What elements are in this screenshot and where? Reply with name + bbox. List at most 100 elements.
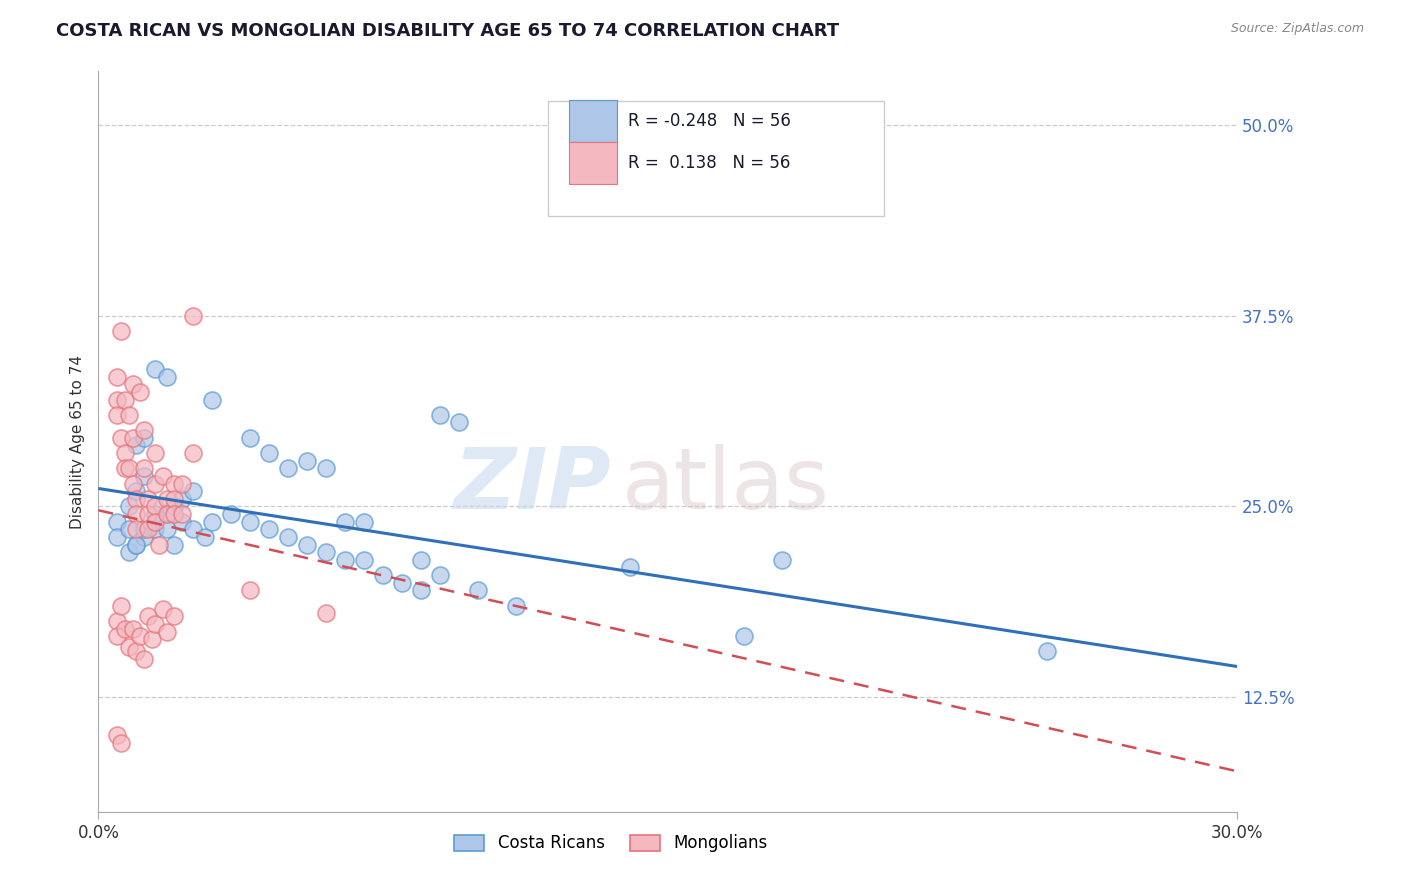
Point [125, 538, 148, 552]
Point [170, 507, 193, 521]
Point [391, 575, 413, 590]
Point [145, 500, 167, 514]
Point [110, 599, 132, 613]
Point [141, 632, 163, 647]
Point [114, 446, 136, 460]
Point [277, 461, 299, 475]
Point [277, 530, 299, 544]
Point [353, 553, 375, 567]
Point [121, 622, 143, 636]
Point [156, 624, 179, 639]
Point [239, 431, 262, 445]
Point [132, 431, 155, 445]
Point [132, 469, 155, 483]
Point [315, 461, 337, 475]
Point [107, 392, 129, 407]
Point [107, 408, 129, 422]
Point [163, 491, 186, 506]
Point [156, 522, 179, 536]
Point [429, 408, 451, 422]
Point [163, 507, 186, 521]
Point [156, 491, 179, 506]
Text: R =  0.138   N = 56: R = 0.138 N = 56 [628, 154, 790, 172]
Point [170, 476, 193, 491]
Point [297, 453, 319, 467]
Point [145, 617, 167, 632]
Point [152, 469, 174, 483]
Point [156, 507, 179, 521]
Point [125, 491, 148, 506]
Point [118, 640, 141, 654]
Point [619, 560, 641, 574]
Point [259, 446, 281, 460]
Point [110, 736, 132, 750]
Point [201, 392, 224, 407]
Point [107, 515, 129, 529]
Point [183, 522, 205, 536]
Point [259, 522, 281, 536]
Point [136, 609, 159, 624]
Point [315, 545, 337, 559]
Point [201, 515, 224, 529]
Point [183, 309, 205, 323]
Point [107, 728, 129, 742]
Point [121, 476, 143, 491]
Text: Source: ZipAtlas.com: Source: ZipAtlas.com [1230, 22, 1364, 36]
FancyBboxPatch shape [548, 101, 884, 216]
Point [114, 461, 136, 475]
Point [132, 652, 155, 666]
Point [107, 369, 129, 384]
Point [132, 530, 155, 544]
Point [125, 538, 148, 552]
Point [1036, 644, 1059, 658]
Point [145, 507, 167, 521]
Point [156, 369, 179, 384]
Point [505, 599, 527, 613]
Point [125, 522, 148, 536]
Point [163, 500, 186, 514]
Point [148, 538, 170, 552]
Point [129, 629, 152, 643]
Point [121, 377, 143, 392]
Point [411, 553, 433, 567]
Point [411, 583, 433, 598]
Point [110, 324, 132, 338]
Point [449, 416, 471, 430]
Point [118, 522, 141, 536]
Point [145, 362, 167, 376]
Point [429, 568, 451, 582]
Point [132, 423, 155, 437]
Point [163, 538, 186, 552]
Text: COSTA RICAN VS MONGOLIAN DISABILITY AGE 65 TO 74 CORRELATION CHART: COSTA RICAN VS MONGOLIAN DISABILITY AGE … [56, 22, 839, 40]
Point [125, 484, 148, 499]
Point [163, 476, 186, 491]
Point [371, 568, 394, 582]
Point [132, 522, 155, 536]
FancyBboxPatch shape [569, 143, 617, 184]
Point [145, 515, 167, 529]
Legend: Costa Ricans, Mongolians: Costa Ricans, Mongolians [447, 828, 775, 859]
Point [132, 461, 155, 475]
Point [221, 507, 243, 521]
Point [107, 629, 129, 643]
Point [239, 583, 262, 598]
Point [145, 522, 167, 536]
Point [335, 515, 357, 529]
Point [183, 484, 205, 499]
Point [107, 530, 129, 544]
Point [152, 601, 174, 615]
Point [467, 583, 489, 598]
Point [125, 438, 148, 452]
Point [107, 614, 129, 628]
Point [315, 607, 337, 621]
Point [118, 408, 141, 422]
Point [297, 538, 319, 552]
Point [156, 507, 179, 521]
Point [353, 515, 375, 529]
Point [145, 476, 167, 491]
Point [118, 545, 141, 559]
Point [136, 507, 159, 521]
Point [170, 491, 193, 506]
Point [770, 553, 793, 567]
Text: ZIP: ZIP [453, 444, 612, 527]
